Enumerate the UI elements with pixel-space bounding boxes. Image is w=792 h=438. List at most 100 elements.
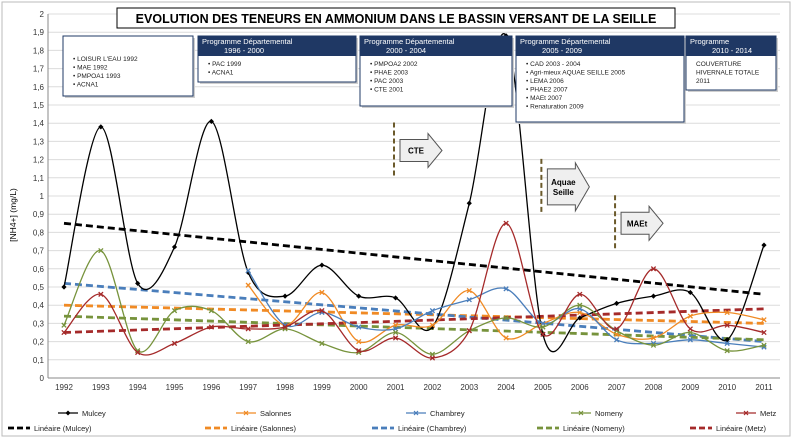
x-tick-label: 1994 <box>129 383 147 392</box>
data-point <box>540 324 546 330</box>
data-point <box>466 200 472 206</box>
event-label: CTE <box>408 147 425 156</box>
data-point <box>135 280 141 286</box>
y-tick-label: 1,9 <box>33 28 45 37</box>
event-label: Seille <box>553 188 574 197</box>
x-tick-label: 1997 <box>239 383 257 392</box>
x-tick-label: 2009 <box>681 383 699 392</box>
data-point <box>540 331 546 337</box>
programme-box <box>62 35 194 97</box>
legend-label: Chambrey <box>430 409 465 418</box>
event-arrow <box>546 161 590 213</box>
data-point <box>282 293 288 299</box>
legend-trend-label: Linéaire (Chambrey) <box>398 424 467 433</box>
data-point <box>724 340 730 347</box>
programme-item: • ACNA1 <box>208 70 234 77</box>
data-point <box>245 267 251 274</box>
x-tick-label: 2006 <box>571 383 589 392</box>
data-point <box>577 315 583 321</box>
legend-label: Salonnes <box>260 409 292 418</box>
data-point <box>429 355 436 361</box>
axis-layer: 0 0,1 0,2 0,3 0,4 0,5 0,6 0,7 0,8 0,9 1 1,1 1,2 1,3 1,… <box>33 10 780 392</box>
data-point <box>614 300 620 306</box>
x-tick-label: 2000 <box>350 383 368 392</box>
legend-marker <box>578 410 584 416</box>
programme-item: 2011 <box>696 78 710 85</box>
data-point <box>282 324 288 330</box>
y-tick-label: 1 <box>40 192 45 201</box>
x-tick-label: 1996 <box>202 383 220 392</box>
data-point <box>687 326 693 332</box>
data-point <box>687 313 693 319</box>
data-point <box>319 262 325 268</box>
data-point <box>171 244 178 250</box>
data-point <box>761 242 767 248</box>
y-tick-label: 0,7 <box>33 247 45 256</box>
x-tick-label: 1998 <box>276 383 294 392</box>
data-point <box>613 326 620 332</box>
trendline <box>63 221 765 296</box>
data-point <box>319 289 325 296</box>
data-point <box>319 340 325 347</box>
x-tick-label: 1993 <box>92 383 110 392</box>
y-tick-label: 0,1 <box>33 356 45 365</box>
data-point <box>245 338 251 345</box>
x-tick-label: 2008 <box>645 383 663 392</box>
x-tick-label: 2001 <box>387 383 405 392</box>
programme-header <box>198 36 356 56</box>
legend-layer: Mulcey Salonnes Chambrey Nomeny Metz Linéaire… <box>8 409 777 433</box>
data-point <box>98 124 104 130</box>
chart-title-box <box>116 7 676 29</box>
x-tick-label: 1995 <box>166 383 184 392</box>
data-point <box>356 348 362 354</box>
programme-item: • MAEt 2007 <box>526 95 563 102</box>
y-tick-label: 1,4 <box>33 119 45 128</box>
chart-title-group: EVOLUTION DES TENEURS EN AMMONIUM DANS L… <box>116 7 676 29</box>
programme-item: • LOISUR L'EAU 1992 <box>73 56 138 63</box>
series-line <box>63 249 765 355</box>
programme-item: • PAC 1999 <box>208 61 242 68</box>
y-tick-label: 1,8 <box>33 46 45 55</box>
y-tick-label: 0,9 <box>33 210 45 219</box>
data-point <box>429 308 436 314</box>
programme-period: 2005 - 2009 <box>542 46 582 55</box>
data-point <box>429 322 436 328</box>
legend-trend-label: Linéaire (Salonnes) <box>231 424 297 433</box>
data-point <box>356 324 362 330</box>
y-tick-label: 0,8 <box>33 228 45 237</box>
y-tick-label: 1,3 <box>33 137 45 146</box>
programme-title: Programme Départemental <box>520 37 611 46</box>
data-point <box>245 326 251 332</box>
y-tick-label: 0,4 <box>33 301 45 310</box>
data-point <box>171 340 178 347</box>
event-arrow <box>399 132 443 169</box>
programme-title: Programme <box>690 37 729 46</box>
x-tick-label: 1999 <box>313 383 331 392</box>
y-tick-label: 1,2 <box>33 156 45 165</box>
data-point <box>613 337 620 343</box>
data-point <box>208 324 215 330</box>
data-point <box>466 328 472 334</box>
data-point <box>135 349 141 356</box>
data-point <box>724 348 730 354</box>
programme-item: • CTE 2001 <box>370 87 404 94</box>
data-point <box>356 338 362 345</box>
data-point <box>245 282 251 288</box>
series-line <box>63 33 765 353</box>
programme-item: HIVERNALE TOTALE <box>696 70 760 77</box>
data-point <box>98 291 104 297</box>
data-point <box>392 329 399 336</box>
programme-item: • PMPOA2 2002 <box>370 61 418 68</box>
programme-item: COUVERTURE <box>696 61 742 68</box>
x-tick-label: 2011 <box>755 383 773 392</box>
y-tick-label: 0,2 <box>33 338 45 347</box>
trendline <box>63 281 765 343</box>
data-point <box>650 335 657 341</box>
data-point <box>319 308 325 314</box>
event-label: Aquae <box>551 178 576 187</box>
data-point <box>98 247 104 254</box>
data-point <box>61 329 67 336</box>
